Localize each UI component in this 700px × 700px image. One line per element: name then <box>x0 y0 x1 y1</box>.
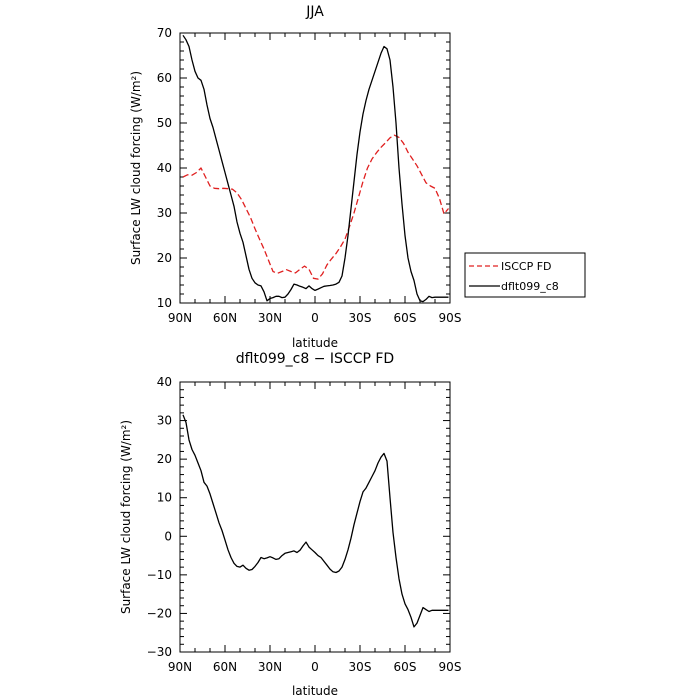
x-tick-label: 90S <box>439 660 462 674</box>
x-tick-label: 90S <box>439 311 462 325</box>
top-x-axis-label: latitude <box>292 336 338 350</box>
y-tick-label: 60 <box>157 71 172 85</box>
x-tick-label: 60S <box>394 660 417 674</box>
top-y-axis-label: Surface LW cloud forcing (W/m²) <box>129 71 143 265</box>
y-tick-label: 10 <box>157 296 172 310</box>
bottom-panel: dflt099_c8 − ISCCP FD 90N 60N 30N 0 30S 60S 90… <box>119 351 461 698</box>
y-tick-label: −10 <box>147 568 172 582</box>
top-plot-lines <box>182 34 449 303</box>
top-axis-ticks: 90N 60N 30N 0 30S 60S 90S 10 20 30 40 50 60 70 <box>157 26 462 325</box>
bottom-plot-lines <box>182 414 449 628</box>
legend: ISCCP FD dflt099_c8 <box>464 252 586 298</box>
y-tick-label: 40 <box>157 375 172 389</box>
y-tick-label: 0 <box>164 529 172 543</box>
y-tick-label: 30 <box>157 206 172 220</box>
series-line-dflt099-c8 <box>182 34 449 303</box>
legend-label-dflt: dflt099_c8 <box>501 280 559 293</box>
x-tick-label: 30N <box>258 311 282 325</box>
y-tick-label: 50 <box>157 116 172 130</box>
x-tick-label: 0 <box>311 311 319 325</box>
bottom-plot-frame <box>179 381 451 653</box>
bottom-axis-ticks: 90N 60N 30N 0 30S 60S 90S −30 −20 −10 0 10 20 30 40 <box>147 375 462 674</box>
y-tick-label: 20 <box>157 251 172 265</box>
x-tick-label: 60N <box>213 660 237 674</box>
x-tick-label: 0 <box>311 660 319 674</box>
legend-label-isccp: ISCCP FD <box>501 260 552 273</box>
y-tick-label: 10 <box>157 491 172 505</box>
bottom-y-axis-label: Surface LW cloud forcing (W/m²) <box>119 420 133 614</box>
y-tick-label: 20 <box>157 452 172 466</box>
legend-box <box>464 252 586 298</box>
x-tick-label: 30S <box>349 311 372 325</box>
x-tick-label: 30S <box>349 660 372 674</box>
x-tick-label: 90N <box>168 660 192 674</box>
x-tick-label: 60S <box>394 311 417 325</box>
x-tick-label: 60N <box>213 311 237 325</box>
series-line-isccp-fd <box>182 134 449 280</box>
y-tick-label: −20 <box>147 606 172 620</box>
top-panel: JJA 90N 60N 30N 0 30S 60S 90S 10 20 30 40 50 60 70 la… <box>129 4 586 350</box>
y-tick-label: 70 <box>157 26 172 40</box>
y-tick-label: 30 <box>157 414 172 428</box>
series-line-difference <box>182 414 449 628</box>
y-tick-label: −30 <box>147 645 172 659</box>
x-tick-label: 30N <box>258 660 282 674</box>
bottom-x-axis-label: latitude <box>292 684 338 698</box>
bottom-panel-title: dflt099_c8 − ISCCP FD <box>236 351 394 367</box>
x-tick-label: 90N <box>168 311 192 325</box>
y-tick-label: 40 <box>157 161 172 175</box>
top-panel-title: JJA <box>305 4 324 20</box>
